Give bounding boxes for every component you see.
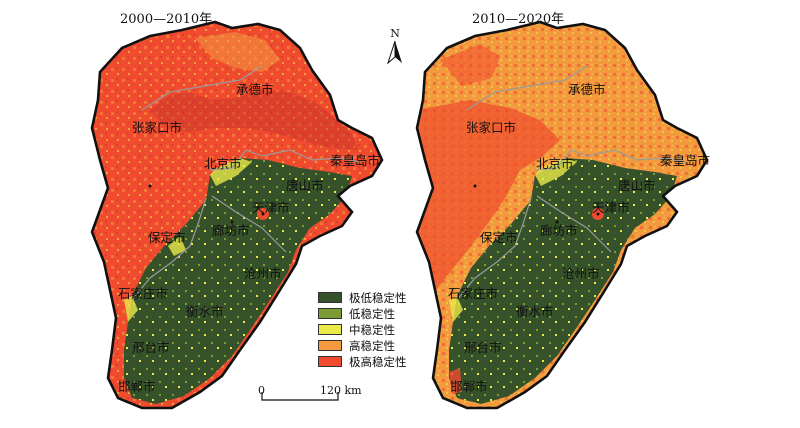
city-label: 廊坊市 xyxy=(540,223,578,238)
city-label: 张家口市 xyxy=(132,120,182,135)
city-label: 石家庄市 xyxy=(448,286,498,301)
city-label: 石家庄市 xyxy=(118,286,168,301)
city-label: 承德市 xyxy=(236,82,274,97)
city-label: 邢台市 xyxy=(464,340,502,355)
legend-item: 中稳定性 xyxy=(318,322,407,337)
city-label: 保定市 xyxy=(480,230,518,245)
legend-swatch xyxy=(318,324,342,335)
scale-bar-line xyxy=(261,392,339,401)
legend-item: 低稳定性 xyxy=(318,306,407,321)
city-label: 廊坊市 xyxy=(212,223,250,238)
city-label: 邢台市 xyxy=(132,340,170,355)
city-label: 承德市 xyxy=(568,82,606,97)
city-label: 天津市 xyxy=(592,200,630,215)
scale-end-label: 120 km xyxy=(320,384,362,397)
city-label: 唐山市 xyxy=(286,178,324,193)
city-label: 衡水市 xyxy=(186,304,224,319)
city-label: 秦皇岛市 xyxy=(330,153,380,168)
scale-bar: 0 120 km xyxy=(258,384,374,418)
panel-title-left: 2000—2010年 xyxy=(120,12,213,27)
north-arrow-glyph xyxy=(386,40,402,65)
city-label: 天津市 xyxy=(252,200,290,215)
legend-label: 低稳定性 xyxy=(349,306,395,321)
scale-start-label: 0 xyxy=(258,384,265,397)
city-label: 邯郸市 xyxy=(118,379,156,394)
city-label: 北京市 xyxy=(536,156,574,171)
city-label: 沧州市 xyxy=(562,266,600,281)
legend-swatch xyxy=(318,340,342,351)
city-label: 北京市 xyxy=(204,156,242,171)
map-right: 承德市 张家口市 北京市 秦皇岛市 唐山市 天津市 廊坊市 保定市 沧州市 石家… xyxy=(415,20,710,410)
legend-item: 极高稳定性 xyxy=(318,354,407,369)
city-label: 秦皇岛市 xyxy=(660,153,710,168)
city-label: 张家口市 xyxy=(466,120,516,135)
legend-label: 高稳定性 xyxy=(349,338,395,353)
north-label: N xyxy=(390,27,400,40)
city-label: 邯郸市 xyxy=(450,379,488,394)
legend-swatch xyxy=(318,356,342,367)
city-label: 沧州市 xyxy=(244,266,282,281)
legend: 极低稳定性 低稳定性 中稳定性 高稳定性 极高稳定性 xyxy=(318,290,407,370)
north-arrow-icon: N xyxy=(384,28,406,68)
legend-swatch xyxy=(318,292,342,303)
legend-item: 高稳定性 xyxy=(318,338,407,353)
legend-label: 中稳定性 xyxy=(349,322,395,337)
city-label: 保定市 xyxy=(148,230,186,245)
city-label: 唐山市 xyxy=(618,178,656,193)
city-label: 衡水市 xyxy=(516,304,554,319)
legend-label: 极高稳定性 xyxy=(349,354,407,369)
legend-swatch xyxy=(318,308,342,319)
legend-label: 极低稳定性 xyxy=(349,290,407,305)
legend-item: 极低稳定性 xyxy=(318,290,407,305)
